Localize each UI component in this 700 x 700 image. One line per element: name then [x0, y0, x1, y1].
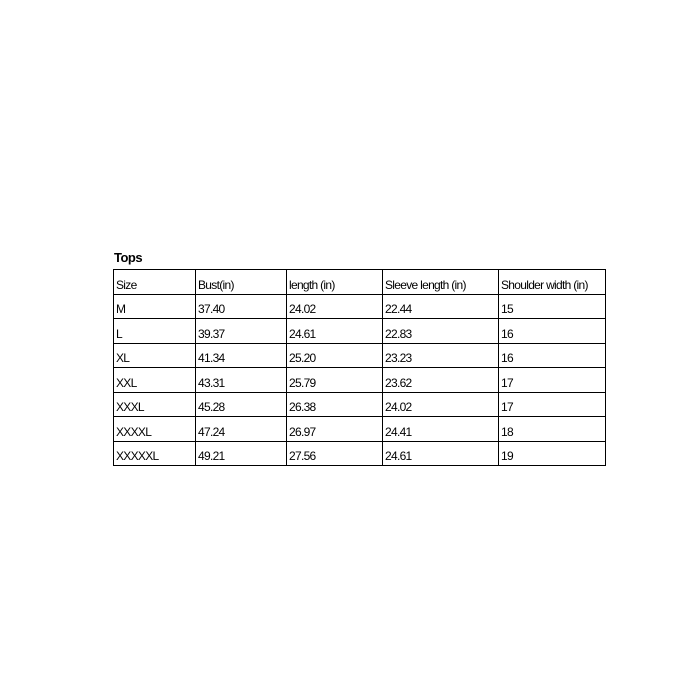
table-cell: 43.31: [195, 367, 287, 393]
table-cell: XXXL: [113, 391, 196, 417]
header-cell: Shoulder width (in): [498, 269, 606, 295]
table-cell: 25.79: [286, 367, 383, 393]
table-cell: L: [113, 318, 196, 344]
table-cell: 17: [498, 367, 606, 393]
table-cell: 24.61: [382, 440, 499, 466]
table-row: M 37.40 24.02 22.44 15: [113, 293, 606, 319]
table-cell: 23.23: [382, 342, 499, 368]
table-cell: 39.37: [195, 318, 287, 344]
table-cell: 15: [498, 293, 606, 319]
table-cell: 18: [498, 416, 606, 442]
table-cell: XXXXL: [113, 416, 196, 442]
table-cell: XXL: [113, 367, 196, 393]
table-cell: 16: [498, 342, 606, 368]
table-cell: 41.34: [195, 342, 287, 368]
table-row: XXXXL 47.24 26.97 24.41 18: [113, 416, 606, 442]
table-cell: 47.24: [195, 416, 287, 442]
table-cell: 24.61: [286, 318, 383, 344]
table-cell: 24.02: [286, 293, 383, 319]
table-cell: 24.02: [382, 391, 499, 417]
table-cell: 37.40: [195, 293, 287, 319]
table-cell: 26.38: [286, 391, 383, 417]
table-row: XXXXXL 49.21 27.56 24.61 19: [113, 440, 606, 466]
table-cell: 27.56: [286, 440, 383, 466]
table-cell: 45.28: [195, 391, 287, 417]
table-row: L 39.37 24.61 22.83 16: [113, 318, 606, 344]
table-cell: 23.62: [382, 367, 499, 393]
table-row: XL 41.34 25.20 23.23 16: [113, 342, 606, 368]
table-cell: M: [113, 293, 196, 319]
table-cell: 16: [498, 318, 606, 344]
table-cell: 49.21: [195, 440, 287, 466]
table-cell: 25.20: [286, 342, 383, 368]
header-cell: length (in): [286, 269, 383, 295]
table-cell: 22.44: [382, 293, 499, 319]
header-cell: Size: [113, 269, 196, 295]
header-row: Size Bust(in) length (in) Sleeve length (in…: [113, 269, 606, 295]
table-cell: 19: [498, 440, 606, 466]
table-cell: 26.97: [286, 416, 383, 442]
table-cell: XXXXXL: [113, 440, 196, 466]
header-cell: Sleeve length (in): [382, 269, 499, 295]
table-title: Tops: [114, 250, 143, 265]
table-cell: 17: [498, 391, 606, 417]
table-cell: 22.83: [382, 318, 499, 344]
table-cell: 24.41: [382, 416, 499, 442]
header-cell: Bust(in): [195, 269, 287, 295]
table-row: XXL 43.31 25.79 23.62 17: [113, 367, 606, 393]
table-row: XXXL 45.28 26.38 24.02 17: [113, 391, 606, 417]
size-table: Size Bust(in) length (in) Sleeve length (in…: [113, 269, 606, 466]
table-body: Size Bust(in) length (in) Sleeve length (in…: [113, 269, 606, 466]
table-cell: XL: [113, 342, 196, 368]
